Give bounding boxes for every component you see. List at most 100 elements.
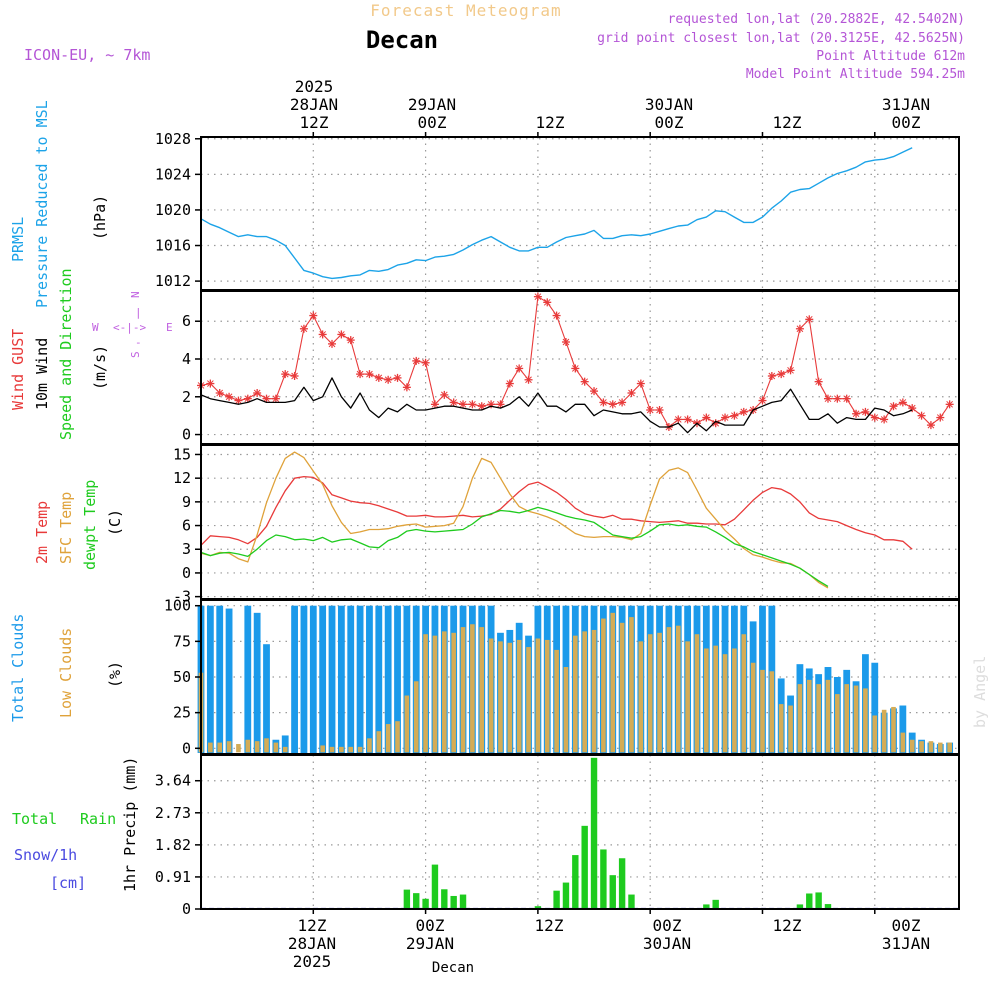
total-clouds-bar bbox=[899, 705, 907, 753]
low-clouds-bar bbox=[629, 617, 634, 753]
gust-marker-d2 bbox=[422, 359, 429, 367]
low-clouds-bar bbox=[376, 731, 382, 753]
rain-bar bbox=[534, 906, 542, 909]
total-clouds-bar bbox=[366, 605, 373, 753]
wind-gust-marker bbox=[253, 389, 262, 397]
low-clouds-bar bbox=[348, 746, 354, 753]
total-clouds-bar bbox=[337, 605, 345, 753]
y-axis-ticks: 10281024102010161012642015129630-3100755… bbox=[155, 130, 201, 918]
gust-marker-d2 bbox=[833, 395, 841, 403]
wind-gust-marker bbox=[505, 379, 514, 388]
rain-bar bbox=[562, 882, 570, 909]
gust-marker-d2 bbox=[721, 414, 729, 421]
low-clouds-bar bbox=[544, 639, 550, 753]
gust-marker-d2 bbox=[880, 416, 888, 423]
wind-gust-marker bbox=[374, 373, 383, 382]
gust-marker-d2 bbox=[936, 414, 944, 421]
low-clouds-bar bbox=[282, 746, 288, 753]
pressure-unit: (hPa) bbox=[91, 195, 109, 240]
bottom-tick-label: 12Z bbox=[773, 916, 802, 935]
low-clouds-bar bbox=[423, 634, 428, 753]
low-clouds-bar bbox=[264, 738, 269, 753]
rain-bar bbox=[572, 855, 579, 909]
low-clouds-bar bbox=[750, 662, 756, 753]
wind-gust-marker bbox=[571, 364, 580, 373]
wind-gust-marker bbox=[524, 375, 533, 384]
low-clouds-label: Low Clouds bbox=[57, 628, 75, 718]
y-tick-label: 6 bbox=[182, 517, 191, 535]
wind-gust-marker bbox=[683, 415, 692, 424]
wind-gust-marker bbox=[767, 372, 776, 380]
wind-gust-marker bbox=[206, 379, 215, 388]
total-label: Total bbox=[12, 810, 57, 828]
bottom-tick-label: 00Z bbox=[892, 916, 921, 935]
top-tick-label: 12Z bbox=[536, 113, 565, 132]
top-time-axis: 2025 28JAN 12Z 29JAN 00Z 12Z 30JAN 00Z 1… bbox=[290, 77, 930, 132]
precip-unit: 1hr Precip (mm) bbox=[121, 757, 139, 892]
wind-gust-marker bbox=[880, 415, 889, 424]
y-tick-label: 75 bbox=[173, 632, 191, 650]
wind-unit: (m/s) bbox=[91, 345, 109, 390]
rain-bar bbox=[703, 904, 710, 909]
gust-marker-d2 bbox=[684, 416, 691, 423]
top-tick-label: 00Z bbox=[892, 113, 921, 132]
rain-bar bbox=[628, 894, 635, 909]
total-clouds-bar bbox=[347, 605, 355, 753]
wind-gust-marker bbox=[917, 411, 926, 420]
low-clouds-bar bbox=[919, 741, 924, 753]
wind-gust-marker bbox=[496, 400, 505, 409]
wind-gust-marker bbox=[318, 330, 327, 339]
wind-gust-marker bbox=[926, 421, 935, 430]
gust-marker-d2 bbox=[927, 421, 935, 429]
wind-gust-marker bbox=[599, 398, 608, 407]
low-clouds-bar bbox=[442, 631, 447, 753]
low-clouds-bar bbox=[367, 738, 372, 753]
gust-marker-d2 bbox=[590, 387, 598, 395]
rain-bar bbox=[609, 875, 616, 909]
rain-bar bbox=[600, 849, 607, 909]
wind-gust-marker bbox=[814, 377, 823, 386]
snow-label: Snow/1h bbox=[14, 846, 77, 864]
low-clouds-bar bbox=[891, 706, 896, 753]
wind-gust-marker bbox=[309, 311, 318, 320]
low-clouds-bar bbox=[610, 612, 616, 753]
wind-gust-marker bbox=[430, 400, 439, 409]
low-clouds-bar bbox=[825, 679, 831, 753]
y-tick-label: 0 bbox=[182, 564, 191, 582]
low-clouds-bar bbox=[853, 685, 859, 753]
wind-10m-label: 10m Wind bbox=[33, 338, 51, 410]
wind-gust-marker bbox=[777, 370, 786, 379]
y-tick-label: 100 bbox=[164, 597, 191, 615]
wind-speed-line bbox=[200, 377, 913, 434]
wind-gust-marker bbox=[758, 396, 767, 405]
clouds-panel-labels: Total Clouds Low Clouds (%) bbox=[9, 614, 124, 722]
gust-marker-d2 bbox=[394, 374, 401, 382]
low-clouds-bar bbox=[404, 695, 410, 753]
gust-marker-d2 bbox=[740, 408, 748, 416]
wind-gust-marker bbox=[459, 400, 468, 409]
low-clouds-bar bbox=[385, 724, 391, 753]
compass-north: N bbox=[129, 291, 142, 298]
wind-gust-marker bbox=[702, 413, 711, 422]
gust-marker-d2 bbox=[824, 395, 832, 403]
wind-gust-marker bbox=[402, 383, 411, 392]
gust-marker-d2 bbox=[759, 397, 766, 404]
low-clouds-bar bbox=[573, 635, 578, 753]
low-clouds-bar bbox=[357, 746, 363, 753]
wind-speed-dir-label: Speed and Direction bbox=[57, 268, 75, 440]
wind-panel-labels: Wind GUST 10m Wind Speed and Direction (… bbox=[9, 268, 173, 440]
low-clouds-bar bbox=[713, 645, 718, 753]
top-tick-label: 2025 bbox=[295, 77, 334, 96]
wind-gust-marker bbox=[636, 379, 645, 388]
gust-marker-d2 bbox=[216, 389, 224, 397]
wind-gust-marker bbox=[627, 389, 636, 397]
wind-gust-marker bbox=[730, 411, 739, 420]
total-clouds-bar bbox=[375, 605, 383, 753]
y-tick-label: 1.82 bbox=[155, 836, 191, 854]
wind-gust-marker bbox=[898, 398, 907, 407]
gust-marker-d2 bbox=[553, 312, 560, 319]
wind-gust-marker bbox=[412, 356, 421, 365]
wind-gust-marker bbox=[281, 370, 290, 379]
model-point-altitude: Model Point Altitude 594.25m bbox=[746, 67, 965, 82]
low-clouds-bar bbox=[413, 681, 419, 753]
